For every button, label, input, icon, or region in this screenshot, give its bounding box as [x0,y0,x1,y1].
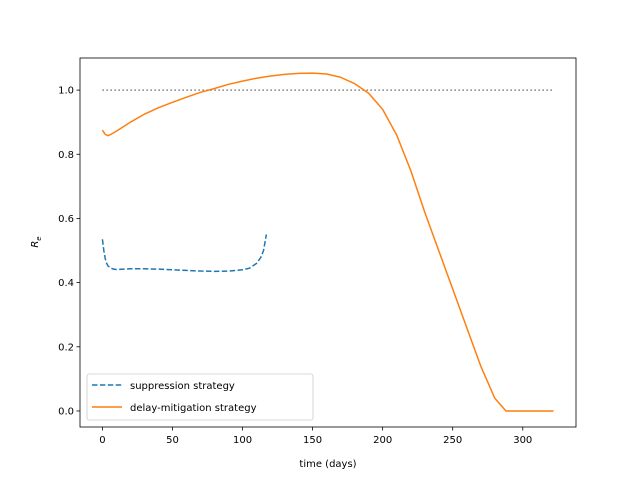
y-tick-label: 0.2 [58,342,74,353]
y-tick-label: 0.0 [58,406,74,417]
x-tick-label: 50 [166,435,179,446]
axes-frame [79,57,577,428]
x-tick-label: 100 [233,435,252,446]
legend: suppression strategy delay-mitigation st… [86,373,314,421]
legend-label-suppression: suppression strategy [130,381,235,392]
x-tick-label: 250 [443,435,462,446]
x-tick-label: 150 [303,435,322,446]
x-tick-label: 200 [373,435,392,446]
y-tick-label: 1.0 [58,86,74,97]
series-line-suppression-strategy [101,234,268,273]
x-tick-label: 0 [99,435,105,446]
y-axis-label: Re [30,236,43,247]
y-tick-label: 0.8 [58,150,74,161]
y-tick-label: 0.4 [58,278,74,289]
x-tick-label: 300 [513,435,532,446]
legend-label-delay-mitigation: delay-mitigation strategy [130,403,257,414]
ticks: 0 50 100 150 200 250 300 0.0 0.2 0.4 0.6 0.8 1.0 [58,86,532,446]
y-tick-label: 0.6 [58,214,74,225]
legend-box [86,373,314,421]
x-axis-label: time (days) [299,459,356,470]
plot-area [101,72,554,412]
series-line-delay-mitigation-strategy [101,72,554,412]
